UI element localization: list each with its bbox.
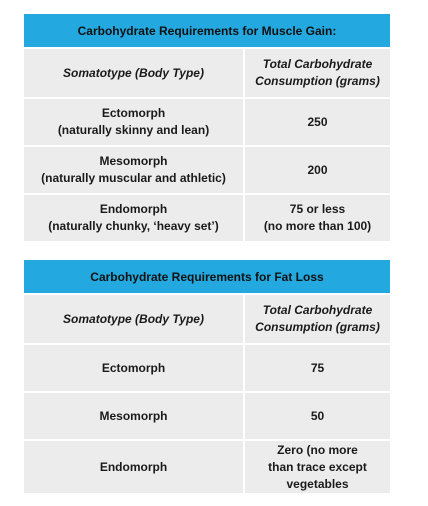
table-row: Mesomorph 50 [24, 393, 390, 441]
carb-value-line: Zero (no more [277, 442, 358, 457]
column-header-line: Consumption (grams) [255, 74, 380, 88]
carb-value-cell: Zero (no more than trace except vegetabl… [245, 441, 390, 493]
carb-value: 75 [310, 360, 325, 375]
body-type-description: (naturally chunky, ‘heavy set’) [48, 219, 219, 233]
column-header-consumption: Total Carbohydrate Consumption (grams) [245, 49, 390, 97]
body-type-name: Mesomorph [99, 154, 168, 168]
column-header-line: Total Carbohydrate [262, 303, 373, 317]
body-type-name: Endomorph [24, 441, 245, 493]
body-type-name: Endomorph [99, 202, 168, 216]
carb-value: 50 [310, 408, 325, 423]
carb-value: 250 [307, 114, 328, 129]
body-type-description: (naturally muscular and athletic) [41, 171, 226, 185]
body-type-cell: Mesomorph (naturally muscular and athlet… [24, 147, 245, 193]
fat-loss-table: Carbohydrate Requirements for Fat Loss S… [24, 260, 390, 495]
body-type-name: Ectomorph [24, 345, 245, 391]
table-title: Carbohydrate Requirements for Muscle Gai… [24, 14, 390, 49]
carb-value-note: (no more than 100) [263, 219, 372, 233]
table-row: Ectomorph (naturally skinny and lean) 25… [24, 99, 390, 147]
table-row: Endomorph (naturally chunky, ‘heavy set’… [24, 195, 390, 243]
body-type-name: Ectomorph [101, 106, 166, 120]
body-type-name: Mesomorph [24, 393, 245, 439]
table-title: Carbohydrate Requirements for Fat Loss [24, 260, 390, 295]
body-type-cell: Ectomorph (naturally skinny and lean) [24, 99, 245, 145]
carb-value-line: than trace except [268, 459, 367, 474]
column-header-consumption: Total Carbohydrate Consumption (grams) [245, 295, 390, 343]
column-header-somatotype: Somatotype (Body Type) [24, 295, 245, 343]
carb-value: 75 or less [289, 202, 346, 216]
carb-value-line: vegetables [286, 476, 349, 491]
carb-value-cell: 75 or less (no more than 100) [245, 195, 390, 241]
carb-value: 200 [307, 162, 328, 177]
column-header-row: Somatotype (Body Type) Total Carbohydrat… [24, 49, 390, 99]
table-row: Endomorph Zero (no more than trace excep… [24, 441, 390, 495]
column-header-row: Somatotype (Body Type) Total Carbohydrat… [24, 295, 390, 345]
table-row: Mesomorph (naturally muscular and athlet… [24, 147, 390, 195]
column-header-line: Total Carbohydrate [262, 57, 373, 71]
body-type-cell: Endomorph (naturally chunky, ‘heavy set’… [24, 195, 245, 241]
column-header-line: Consumption (grams) [255, 320, 380, 334]
column-header-somatotype: Somatotype (Body Type) [24, 49, 245, 97]
table-row: Ectomorph 75 [24, 345, 390, 393]
muscle-gain-table: Carbohydrate Requirements for Muscle Gai… [24, 14, 390, 243]
body-type-description: (naturally skinny and lean) [57, 123, 210, 137]
